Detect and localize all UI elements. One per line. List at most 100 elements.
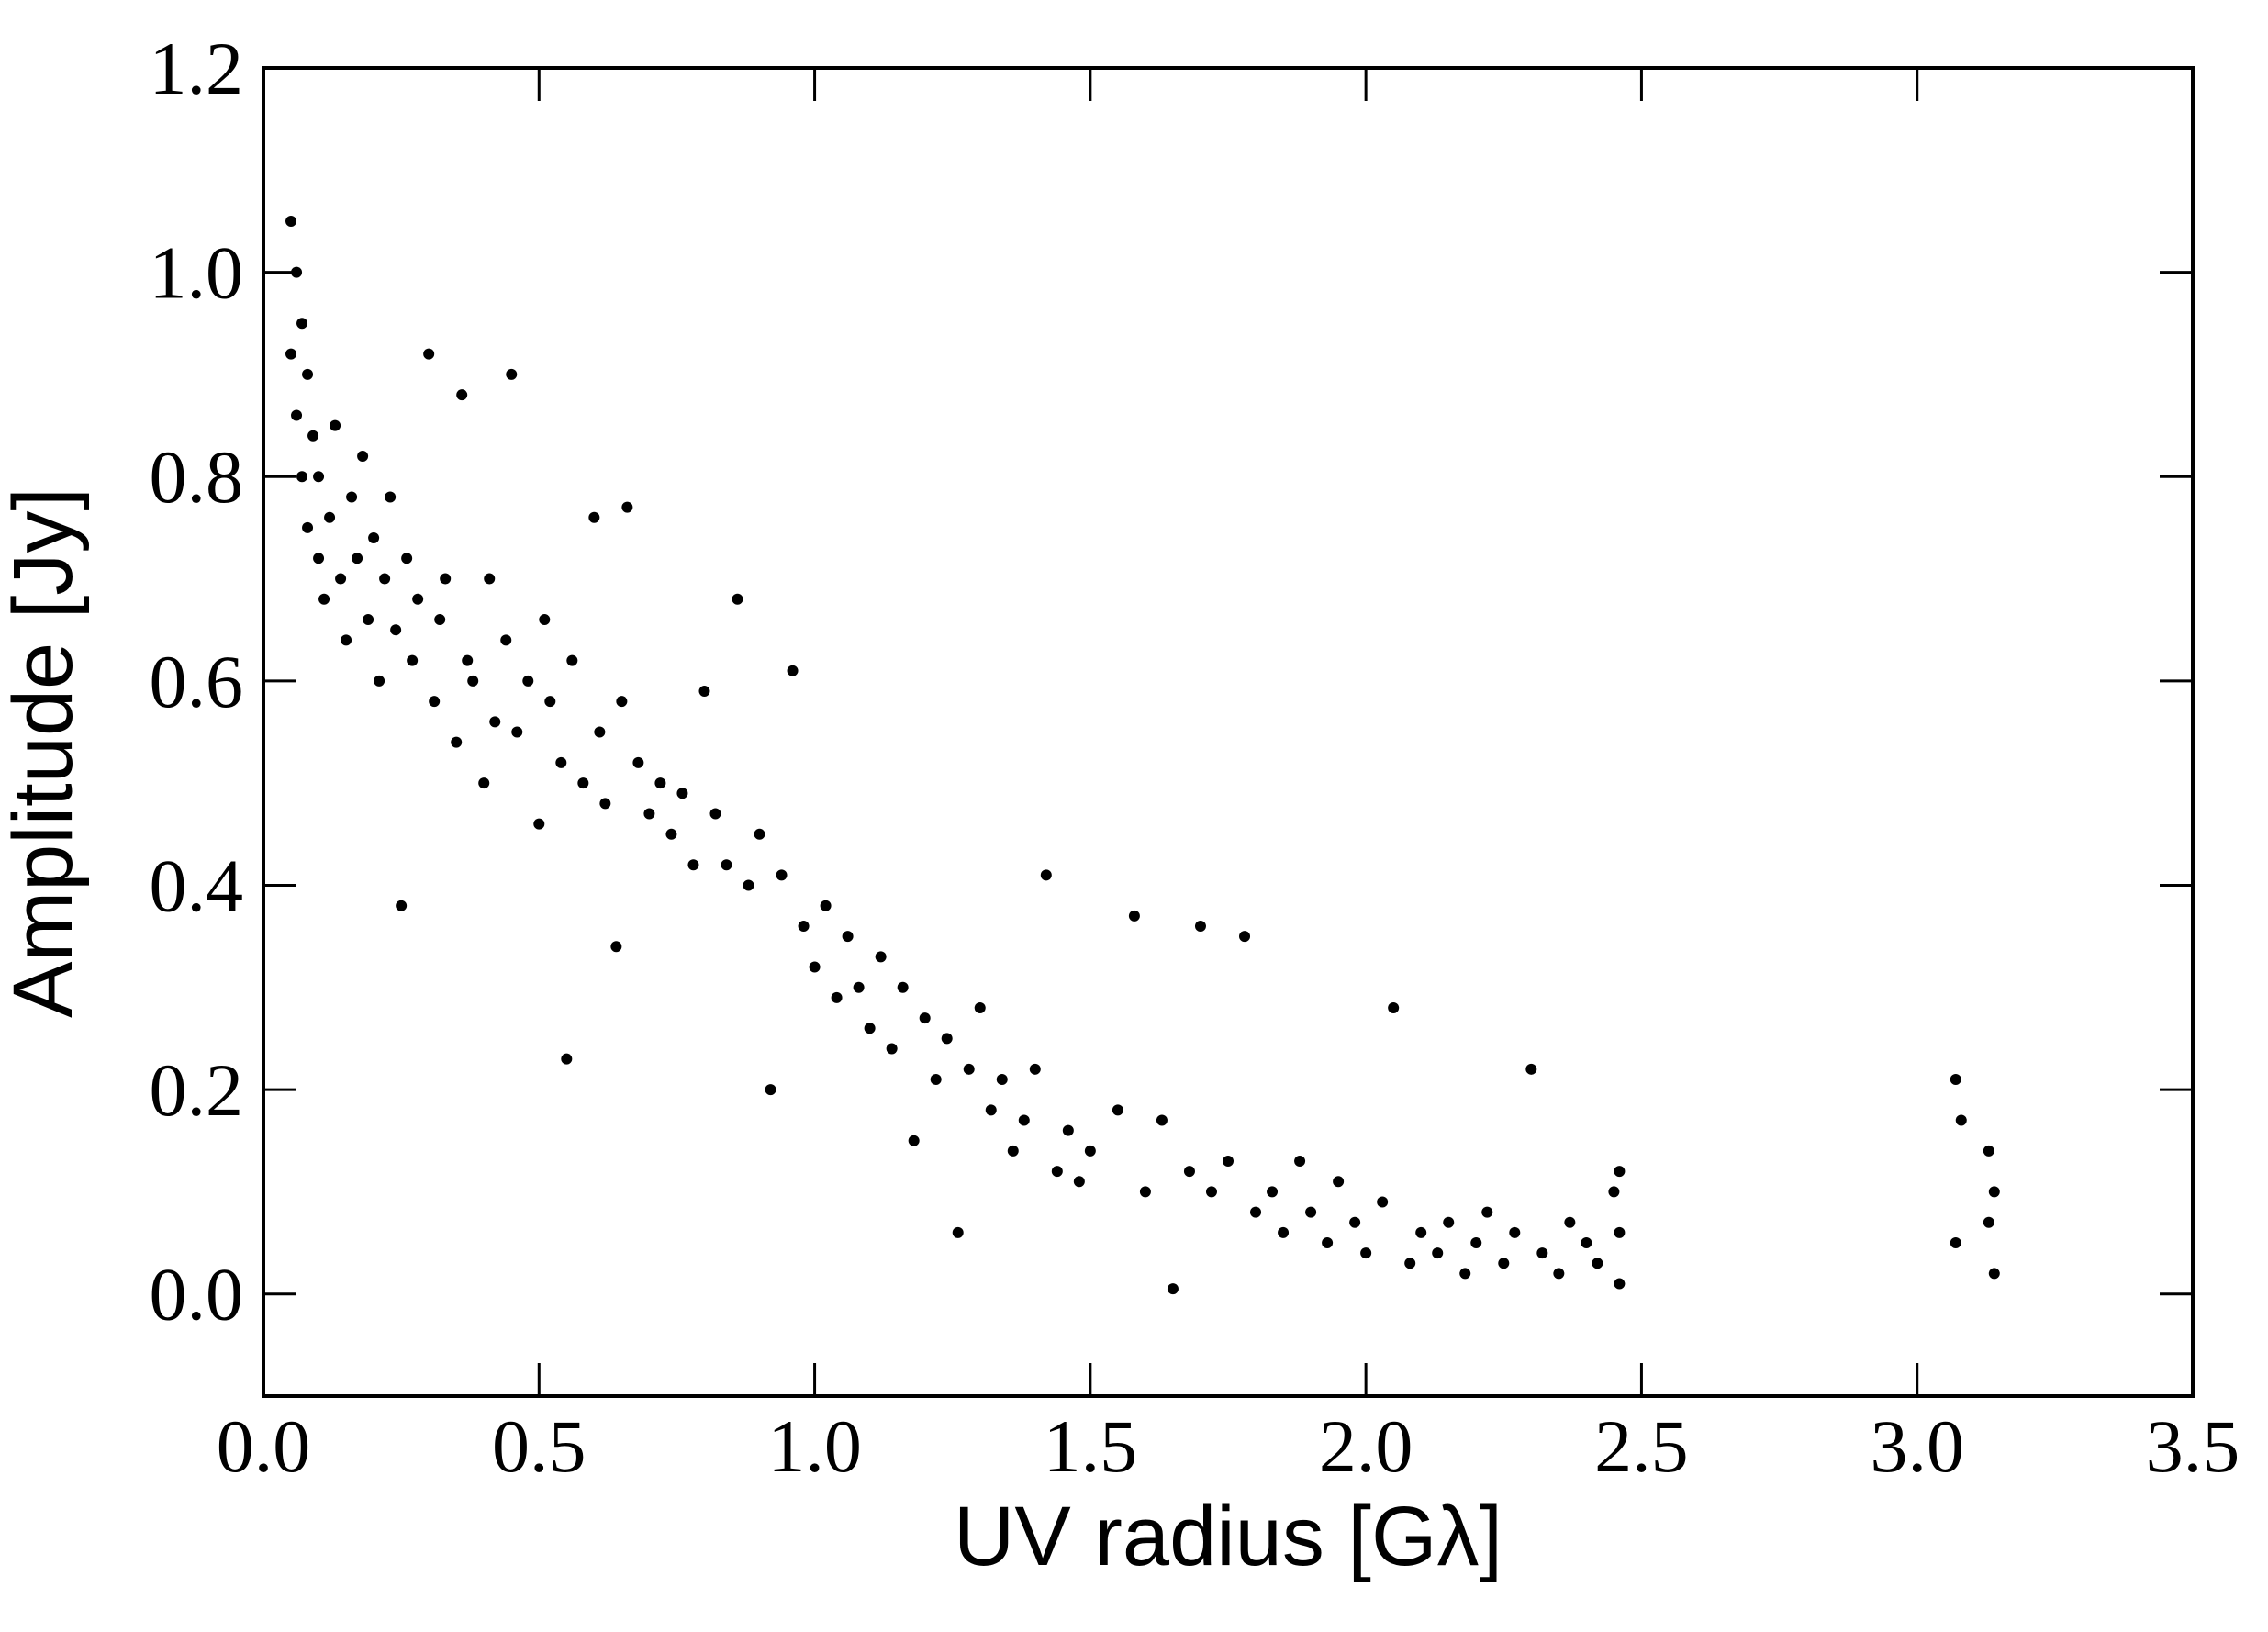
point: [407, 654, 419, 666]
point: [313, 553, 325, 564]
point: [462, 654, 474, 666]
point: [478, 777, 490, 789]
point: [1007, 1145, 1019, 1157]
point: [798, 920, 810, 932]
y-tick-label: 0.4: [150, 844, 244, 927]
point: [1205, 1186, 1217, 1198]
x-tick-label: 1.0: [767, 1404, 862, 1488]
point: [676, 788, 688, 799]
point: [1432, 1247, 1444, 1259]
point: [864, 1023, 876, 1034]
point: [330, 419, 341, 431]
point: [1525, 1063, 1537, 1075]
point: [357, 450, 369, 462]
point: [616, 696, 628, 708]
point: [396, 900, 408, 911]
point: [324, 511, 336, 523]
point: [621, 501, 633, 513]
point: [511, 726, 523, 738]
point: [1592, 1258, 1603, 1269]
point: [776, 869, 788, 881]
point: [346, 491, 358, 503]
point: [1239, 931, 1251, 943]
point: [307, 430, 319, 442]
point: [429, 696, 441, 708]
point: [665, 828, 677, 840]
point: [831, 991, 843, 1003]
point: [302, 521, 314, 533]
point: [743, 879, 754, 891]
point: [352, 553, 363, 564]
point: [1018, 1114, 1030, 1126]
x-tick-label: 2.5: [1594, 1404, 1689, 1488]
point: [555, 756, 567, 768]
point: [1062, 1124, 1074, 1136]
point: [985, 1104, 997, 1116]
point: [765, 1084, 776, 1096]
point: [379, 573, 391, 585]
y-tick-label: 0.0: [150, 1253, 244, 1336]
point: [599, 798, 611, 810]
point: [1404, 1258, 1416, 1269]
point: [886, 1043, 898, 1055]
point: [754, 828, 765, 840]
point: [456, 389, 468, 401]
point: [313, 471, 325, 483]
point: [539, 614, 551, 626]
point: [440, 573, 452, 585]
point: [1459, 1268, 1471, 1280]
point: [698, 685, 710, 697]
point: [1509, 1226, 1521, 1238]
point: [952, 1226, 964, 1238]
point: [1470, 1237, 1482, 1249]
point: [1084, 1145, 1096, 1157]
point: [721, 859, 732, 871]
x-tick-label: 0.5: [492, 1404, 587, 1488]
x-tick-label: 0.0: [217, 1404, 311, 1488]
point: [1536, 1247, 1548, 1259]
point: [506, 368, 518, 380]
point: [732, 593, 743, 605]
point: [467, 675, 479, 687]
point: [1443, 1216, 1455, 1228]
point: [1564, 1216, 1576, 1228]
point: [451, 736, 463, 748]
point: [1267, 1186, 1279, 1198]
point: [285, 348, 297, 360]
point: [687, 859, 699, 871]
point: [941, 1033, 953, 1045]
point: [374, 675, 385, 687]
y-tick-label: 0.8: [150, 435, 244, 519]
point: [285, 215, 297, 227]
point: [632, 756, 644, 768]
y-tick-label: 0.2: [150, 1048, 244, 1132]
point: [341, 634, 352, 646]
x-tick-label: 1.5: [1044, 1404, 1138, 1488]
point: [1194, 920, 1206, 932]
point: [1988, 1186, 2000, 1198]
point: [1167, 1283, 1179, 1295]
point: [1278, 1226, 1290, 1238]
point: [1481, 1206, 1493, 1218]
point: [1377, 1196, 1389, 1208]
point: [853, 981, 865, 993]
point: [1614, 1278, 1626, 1290]
point: [484, 573, 496, 585]
point: [489, 716, 501, 728]
point: [974, 1002, 986, 1014]
x-tick-label: 3.5: [2146, 1404, 2240, 1488]
point: [1614, 1166, 1626, 1178]
point: [1112, 1104, 1123, 1116]
point: [500, 634, 512, 646]
point: [423, 348, 435, 360]
point: [1073, 1176, 1085, 1188]
point: [434, 614, 446, 626]
point: [820, 900, 832, 911]
point: [1581, 1237, 1592, 1249]
point: [1498, 1258, 1510, 1269]
point: [291, 409, 303, 421]
point: [1139, 1186, 1151, 1198]
point: [1250, 1206, 1262, 1218]
point: [385, 491, 397, 503]
